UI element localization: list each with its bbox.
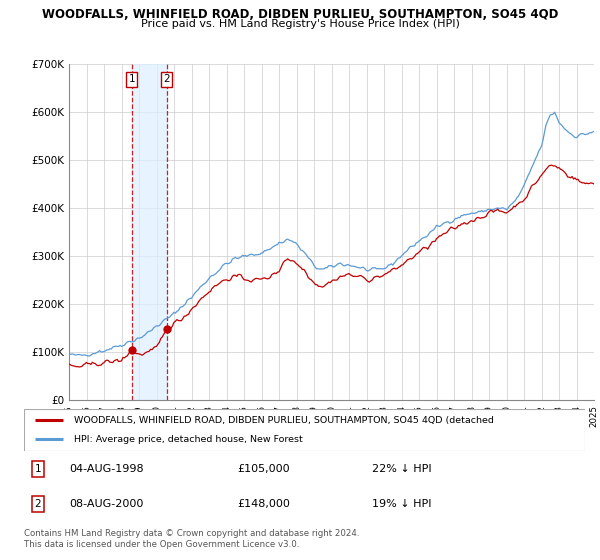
Text: 04-AUG-1998: 04-AUG-1998 [69,464,143,474]
Text: £148,000: £148,000 [237,499,290,509]
Text: £105,000: £105,000 [237,464,290,474]
Text: 1: 1 [128,74,135,85]
Text: WOODFALLS, WHINFIELD ROAD, DIBDEN PURLIEU, SOUTHAMPTON, SO45 4QD: WOODFALLS, WHINFIELD ROAD, DIBDEN PURLIE… [42,8,558,21]
Text: This data is licensed under the Open Government Licence v3.0.: This data is licensed under the Open Gov… [24,540,299,549]
Text: 08-AUG-2000: 08-AUG-2000 [69,499,143,509]
Text: WOODFALLS, WHINFIELD ROAD, DIBDEN PURLIEU, SOUTHAMPTON, SO45 4QD (detached: WOODFALLS, WHINFIELD ROAD, DIBDEN PURLIE… [74,416,494,424]
Text: Price paid vs. HM Land Registry's House Price Index (HPI): Price paid vs. HM Land Registry's House … [140,19,460,29]
Text: 2: 2 [163,74,170,85]
Text: 1: 1 [35,464,41,474]
Text: Contains HM Land Registry data © Crown copyright and database right 2024.: Contains HM Land Registry data © Crown c… [24,529,359,538]
Text: 22% ↓ HPI: 22% ↓ HPI [372,464,431,474]
Text: 2: 2 [35,499,41,509]
Bar [131,64,167,400]
Text: HPI: Average price, detached house, New Forest: HPI: Average price, detached house, New … [74,435,303,444]
Text: 19% ↓ HPI: 19% ↓ HPI [372,499,431,509]
